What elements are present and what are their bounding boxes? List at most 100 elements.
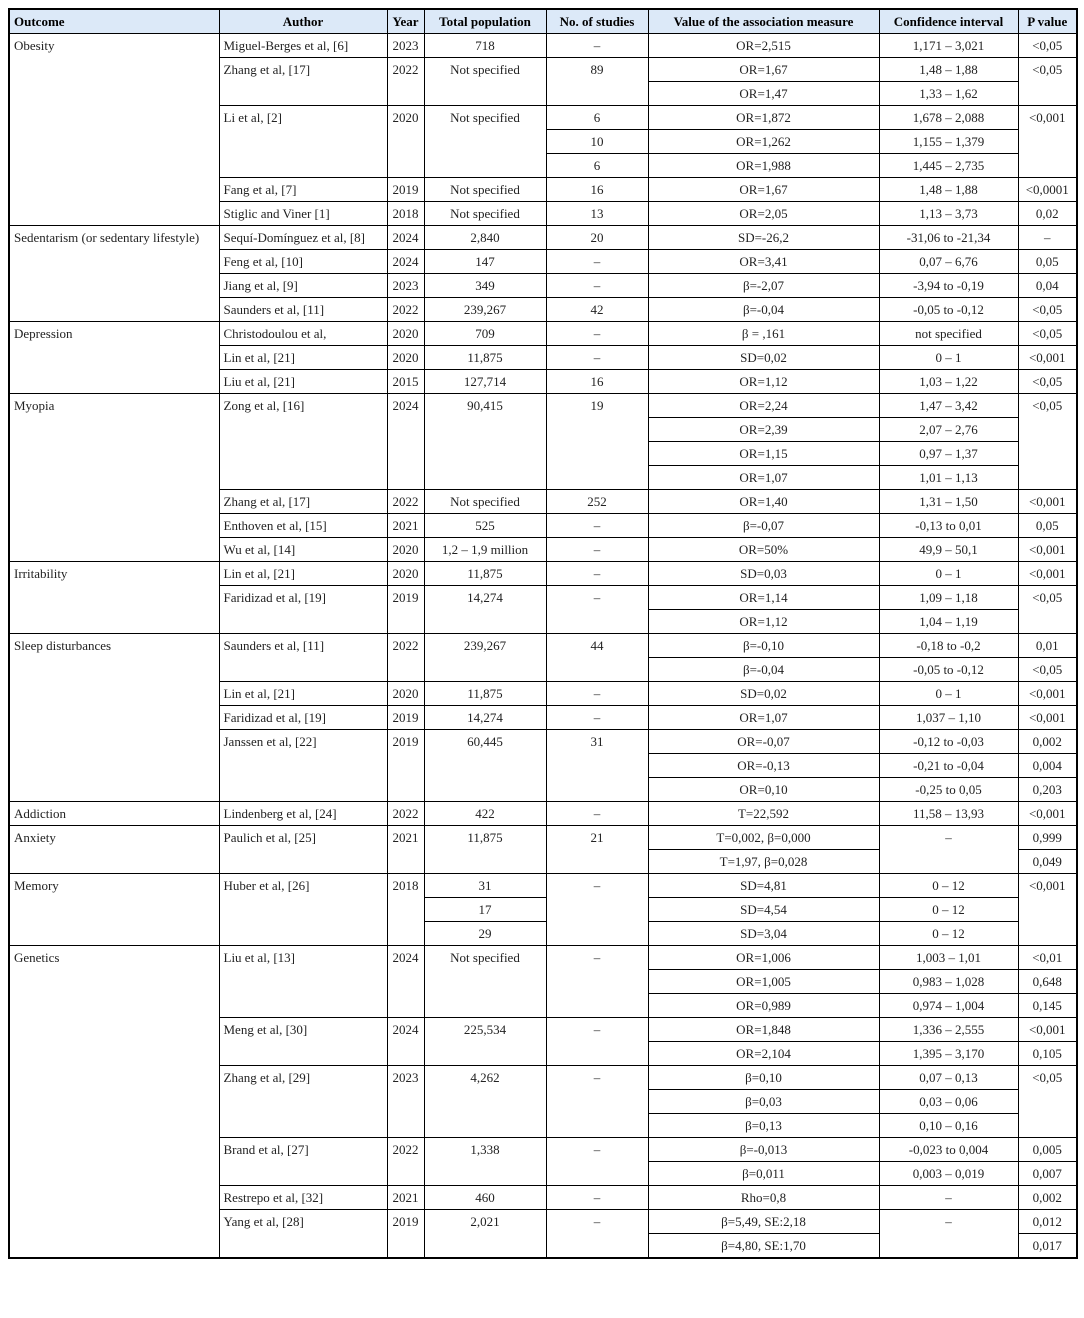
cell-no-of-studies: 16 [545,369,649,394]
table-row: T=1,97, β=0,028 0,049 [9,849,1078,874]
cell-author: Lin et al, [21] [218,681,388,706]
cell-no-of-studies: – [545,321,649,346]
cell-author: Stiglic and Viner [1] [218,201,388,226]
cell-year: 2015 [386,369,425,394]
table-row: Genetics Liu et al, [13] 2024 Not specified… [8,945,1078,1259]
cell-confidence-interval: 1,48 – 1,88 [878,177,1019,202]
cell-no-of-studies: 10 [545,129,649,154]
cell-p-value: <0,001 [1017,801,1078,826]
cell-p-value: <0,05 [1017,321,1078,346]
cell-total-population: 11,875 [423,561,547,586]
cell-association-value: β=0,011 [647,1161,880,1186]
cell-p-value: <0,01 [1017,945,1078,970]
cell-association-value: OR=2,515 [647,33,880,58]
cell-association-value: β=-0,04 [647,657,880,682]
cell-confidence-interval: 0 – 1 [878,345,1019,370]
table-row: Saunders et al, [11] 2022 239,267 42 β=-0,04… [9,297,1078,322]
cell-p-value: 0,017 [1017,1233,1078,1259]
cell-year: 2023 [386,1065,425,1138]
cell-association-value: OR=3,41 [647,249,880,274]
cell-confidence-interval: 1,04 – 1,19 [878,609,1019,634]
cell-confidence-interval: 1,01 – 1,13 [878,465,1019,490]
cell-confidence-interval: -0,13 to 0,01 [878,513,1019,538]
cell-total-population: 2,840 [423,225,547,250]
cell-association-value: OR=1,12 [647,369,880,394]
table-row: β=0,011 0,003 – 0,019 0,007 [9,1161,1078,1186]
cell-association-value: β=-0,07 [647,513,880,538]
cell-confidence-interval: 0,07 – 0,13 [878,1065,1019,1090]
cell-association-value: SD=4,81 [647,873,880,898]
cell-p-value: <0,05 [1017,57,1078,106]
cell-association-value: T=1,97, β=0,028 [647,849,880,874]
cell-year: 2018 [386,201,425,226]
cell-author: Lindenberg et al, [24] [218,801,388,826]
cell-outcome: Sleep disturbances [8,633,220,802]
cell-outcome: Depression [8,321,220,394]
cell-association-value: OR=1,47 [647,81,880,106]
cell-no-of-studies: – [545,513,649,538]
cell-association-value: OR=1,07 [647,465,880,490]
cell-total-population: Not specified [423,177,547,202]
cell-confidence-interval: 1,395 – 3,170 [878,1041,1019,1066]
cell-association-value: OR=1,67 [647,57,880,82]
cell-total-population: 4,262 [423,1065,547,1138]
cell-no-of-studies: – [545,1017,649,1066]
table-row: Enthoven et al, [15] 2021 525– β=-0,07 -0,13… [9,513,1078,538]
cell-author: Zhang et al, [17] [218,57,388,106]
cell-outcome: Memory [8,873,220,946]
cell-year: 2023 [386,33,425,58]
cell-year: 2019 [386,1209,425,1259]
table-row: Janssen et al, [22] 2019 60,445 31 OR=-0,07-… [9,729,1078,802]
table-row: OR=0,10 -0,25 to 0,05 0,203 [9,777,1078,802]
cell-author: Enthoven et al, [15] [218,513,388,538]
cell-confidence-interval: 0,983 – 1,028 [878,969,1019,994]
cell-confidence-interval: 1,445 – 2,735 [878,153,1019,178]
cell-no-of-studies: – [545,561,649,586]
cell-outcome: Sedentarism (or sedentary lifestyle) [8,225,220,322]
cell-confidence-interval: – [878,1209,1019,1259]
table-row: β=0,03 0,03 – 0,06 [9,1089,1077,1114]
cell-association-value: OR=1,848 [647,1017,880,1042]
cell-total-population: 349 [423,273,547,298]
cell-author: Wu et al, [14] [218,537,388,562]
table-row: Feng et al, [10] 2024 147– OR=3,41 0,07 – 6,… [9,249,1078,274]
cell-year: 2024 [386,249,425,274]
cell-confidence-interval: – [878,1185,1019,1210]
cell-author: Liu et al, [13] [218,945,388,1018]
cell-total-population: 14,274 [423,705,547,730]
column-header-no-of-studies: No. of studies [545,8,649,34]
cell-no-of-studies: – [545,873,649,946]
cell-p-value: <0,001 [1017,561,1078,586]
cell-association-value: β=-0,04 [647,297,880,322]
cell-no-of-studies: – [545,345,649,370]
cell-confidence-interval: 11,58 – 13,93 [878,801,1019,826]
table-body: Obesity Miguel-Berges et al, [6] 2023 718– O… [8,33,1078,1259]
results-table: Outcome Author Year Total population No. of … [8,8,1078,1259]
table-row: Obesity Miguel-Berges et al, [6] 2023 718– O… [8,33,1078,226]
cell-author: Sequí-Domínguez et al, [8] [218,225,388,250]
cell-confidence-interval: not specified [878,321,1019,346]
cell-total-population: 239,267 [423,633,547,682]
cell-no-of-studies: – [545,801,649,826]
cell-outcome: Myopia [8,393,220,562]
cell-association-value: SD=0,02 [647,681,880,706]
cell-confidence-interval: 1,48 – 1,88 [878,57,1019,82]
cell-p-value: 0,002 [1017,729,1078,754]
cell-no-of-studies: – [545,33,649,58]
cell-year: 2020 [386,345,425,370]
cell-author: Miguel-Berges et al, [6] [218,33,388,58]
table-row: Anxiety Paulich et al, [25] 2021 11,875 21 T=… [8,825,1078,874]
cell-author: Zong et al, [16] [218,393,388,490]
cell-confidence-interval: -0,12 to -0,03 [878,729,1019,754]
cell-confidence-interval: -3,94 to -0,19 [878,273,1019,298]
cell-confidence-interval: -31,06 to -21,34 [878,225,1019,250]
cell-year: 2022 [386,489,425,514]
cell-total-population: 29 [423,921,547,946]
cell-confidence-interval: 1,31 – 1,50 [878,489,1019,514]
cell-year: 2020 [386,105,425,178]
table-row: OR=1,005 0,983 – 1,028 0,648 [9,969,1078,994]
cell-no-of-studies: 42 [545,297,649,322]
cell-year: 2024 [386,225,425,250]
cell-association-value: SD=3,04 [647,921,880,946]
table-row: Meng et al, [30] 2024 225,534– OR=1,848 1,33… [9,1017,1078,1066]
